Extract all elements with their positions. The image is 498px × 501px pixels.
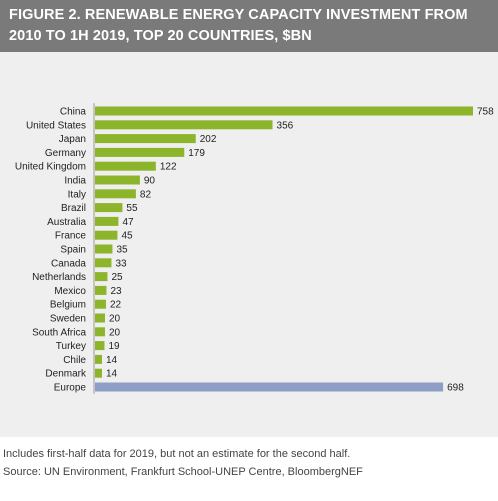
figure-header: FIGURE 2. RENEWABLE ENERGY CAPACITY INVE… [0,0,498,52]
value-label-denmark: 14 [106,369,118,380]
bar-france [95,230,118,240]
category-label-chile: Chile [63,355,86,366]
value-label-brazil: 55 [126,203,138,214]
figure-title-line-2: 2010 TO 1H 2019, TOP 20 COUNTRIES, $BN [9,28,312,44]
value-label-italy: 82 [140,189,152,200]
bar-denmark [95,368,102,378]
bar-chile [95,354,102,364]
category-label-japan: Japan [59,134,86,145]
category-label-australia: Australia [47,217,86,228]
value-label-united-kingdom: 122 [160,162,177,173]
value-label-germany: 179 [188,148,205,159]
category-label-china: China [60,107,87,118]
bar-italy [95,189,136,199]
bar-india [95,175,140,185]
bar-canada [95,258,112,268]
value-label-south-africa: 20 [109,327,121,338]
value-label-europe: 698 [447,383,464,394]
bar-united-states [95,120,273,130]
category-label-brazil: Brazil [61,203,86,214]
chart-panel [0,52,498,437]
bar-brazil [95,203,123,213]
bar-europe [95,382,444,392]
category-label-sweden: Sweden [50,314,86,325]
value-label-turkey: 19 [108,341,120,352]
value-label-mexico: 23 [110,286,122,297]
category-label-mexico: Mexico [54,286,86,297]
value-label-belgium: 22 [110,300,122,311]
category-label-italy: Italy [68,189,86,200]
bar-united-kingdom [95,161,156,171]
value-label-japan: 202 [200,134,217,145]
value-label-china: 758 [477,107,494,118]
bar-australia [95,216,119,226]
bar-japan [95,134,196,144]
bar-mexico [95,285,107,295]
bar-turkey [95,341,105,351]
bar-sweden [95,313,105,323]
category-label-spain: Spain [60,245,86,256]
value-label-france: 45 [121,231,133,242]
bar-germany [95,147,185,157]
category-label-canada: Canada [51,258,86,269]
figure-title-line-1: FIGURE 2. RENEWABLE ENERGY CAPACITY INVE… [9,7,468,23]
bar-netherlands [95,272,108,282]
category-label-denmark: Denmark [45,369,87,380]
category-label-france: France [55,231,87,242]
value-label-canada: 33 [115,258,127,269]
bar-china [95,106,473,116]
category-label-turkey: Turkey [56,341,86,352]
category-label-south-africa: South Africa [32,327,86,338]
footnote: Includes first-half data for 2019, but n… [3,448,351,460]
category-label-united-states: United States [26,120,86,131]
value-label-india: 90 [144,176,156,187]
value-label-spain: 35 [116,245,128,256]
bar-south-africa [95,327,105,337]
value-label-sweden: 20 [109,314,121,325]
figure-footer: Includes first-half data for 2019, but n… [0,437,498,501]
value-label-australia: 47 [122,217,134,228]
value-label-united-states: 356 [277,120,294,131]
bar-belgium [95,299,106,309]
value-label-netherlands: 25 [111,272,123,283]
category-label-india: India [64,176,86,187]
bar-chart: China 758 United States 356 Japan 202 Germany 1… [15,103,494,394]
category-label-netherlands: Netherlands [32,272,86,283]
bar-spain [95,244,113,254]
category-label-united-kingdom: United Kingdom [15,162,86,173]
value-label-chile: 14 [106,355,118,366]
category-label-germany: Germany [45,148,86,159]
category-label-belgium: Belgium [50,300,86,311]
category-label-europe: Europe [54,383,87,394]
source-note: Source: UN Environment, Frankfurt School… [3,466,363,478]
